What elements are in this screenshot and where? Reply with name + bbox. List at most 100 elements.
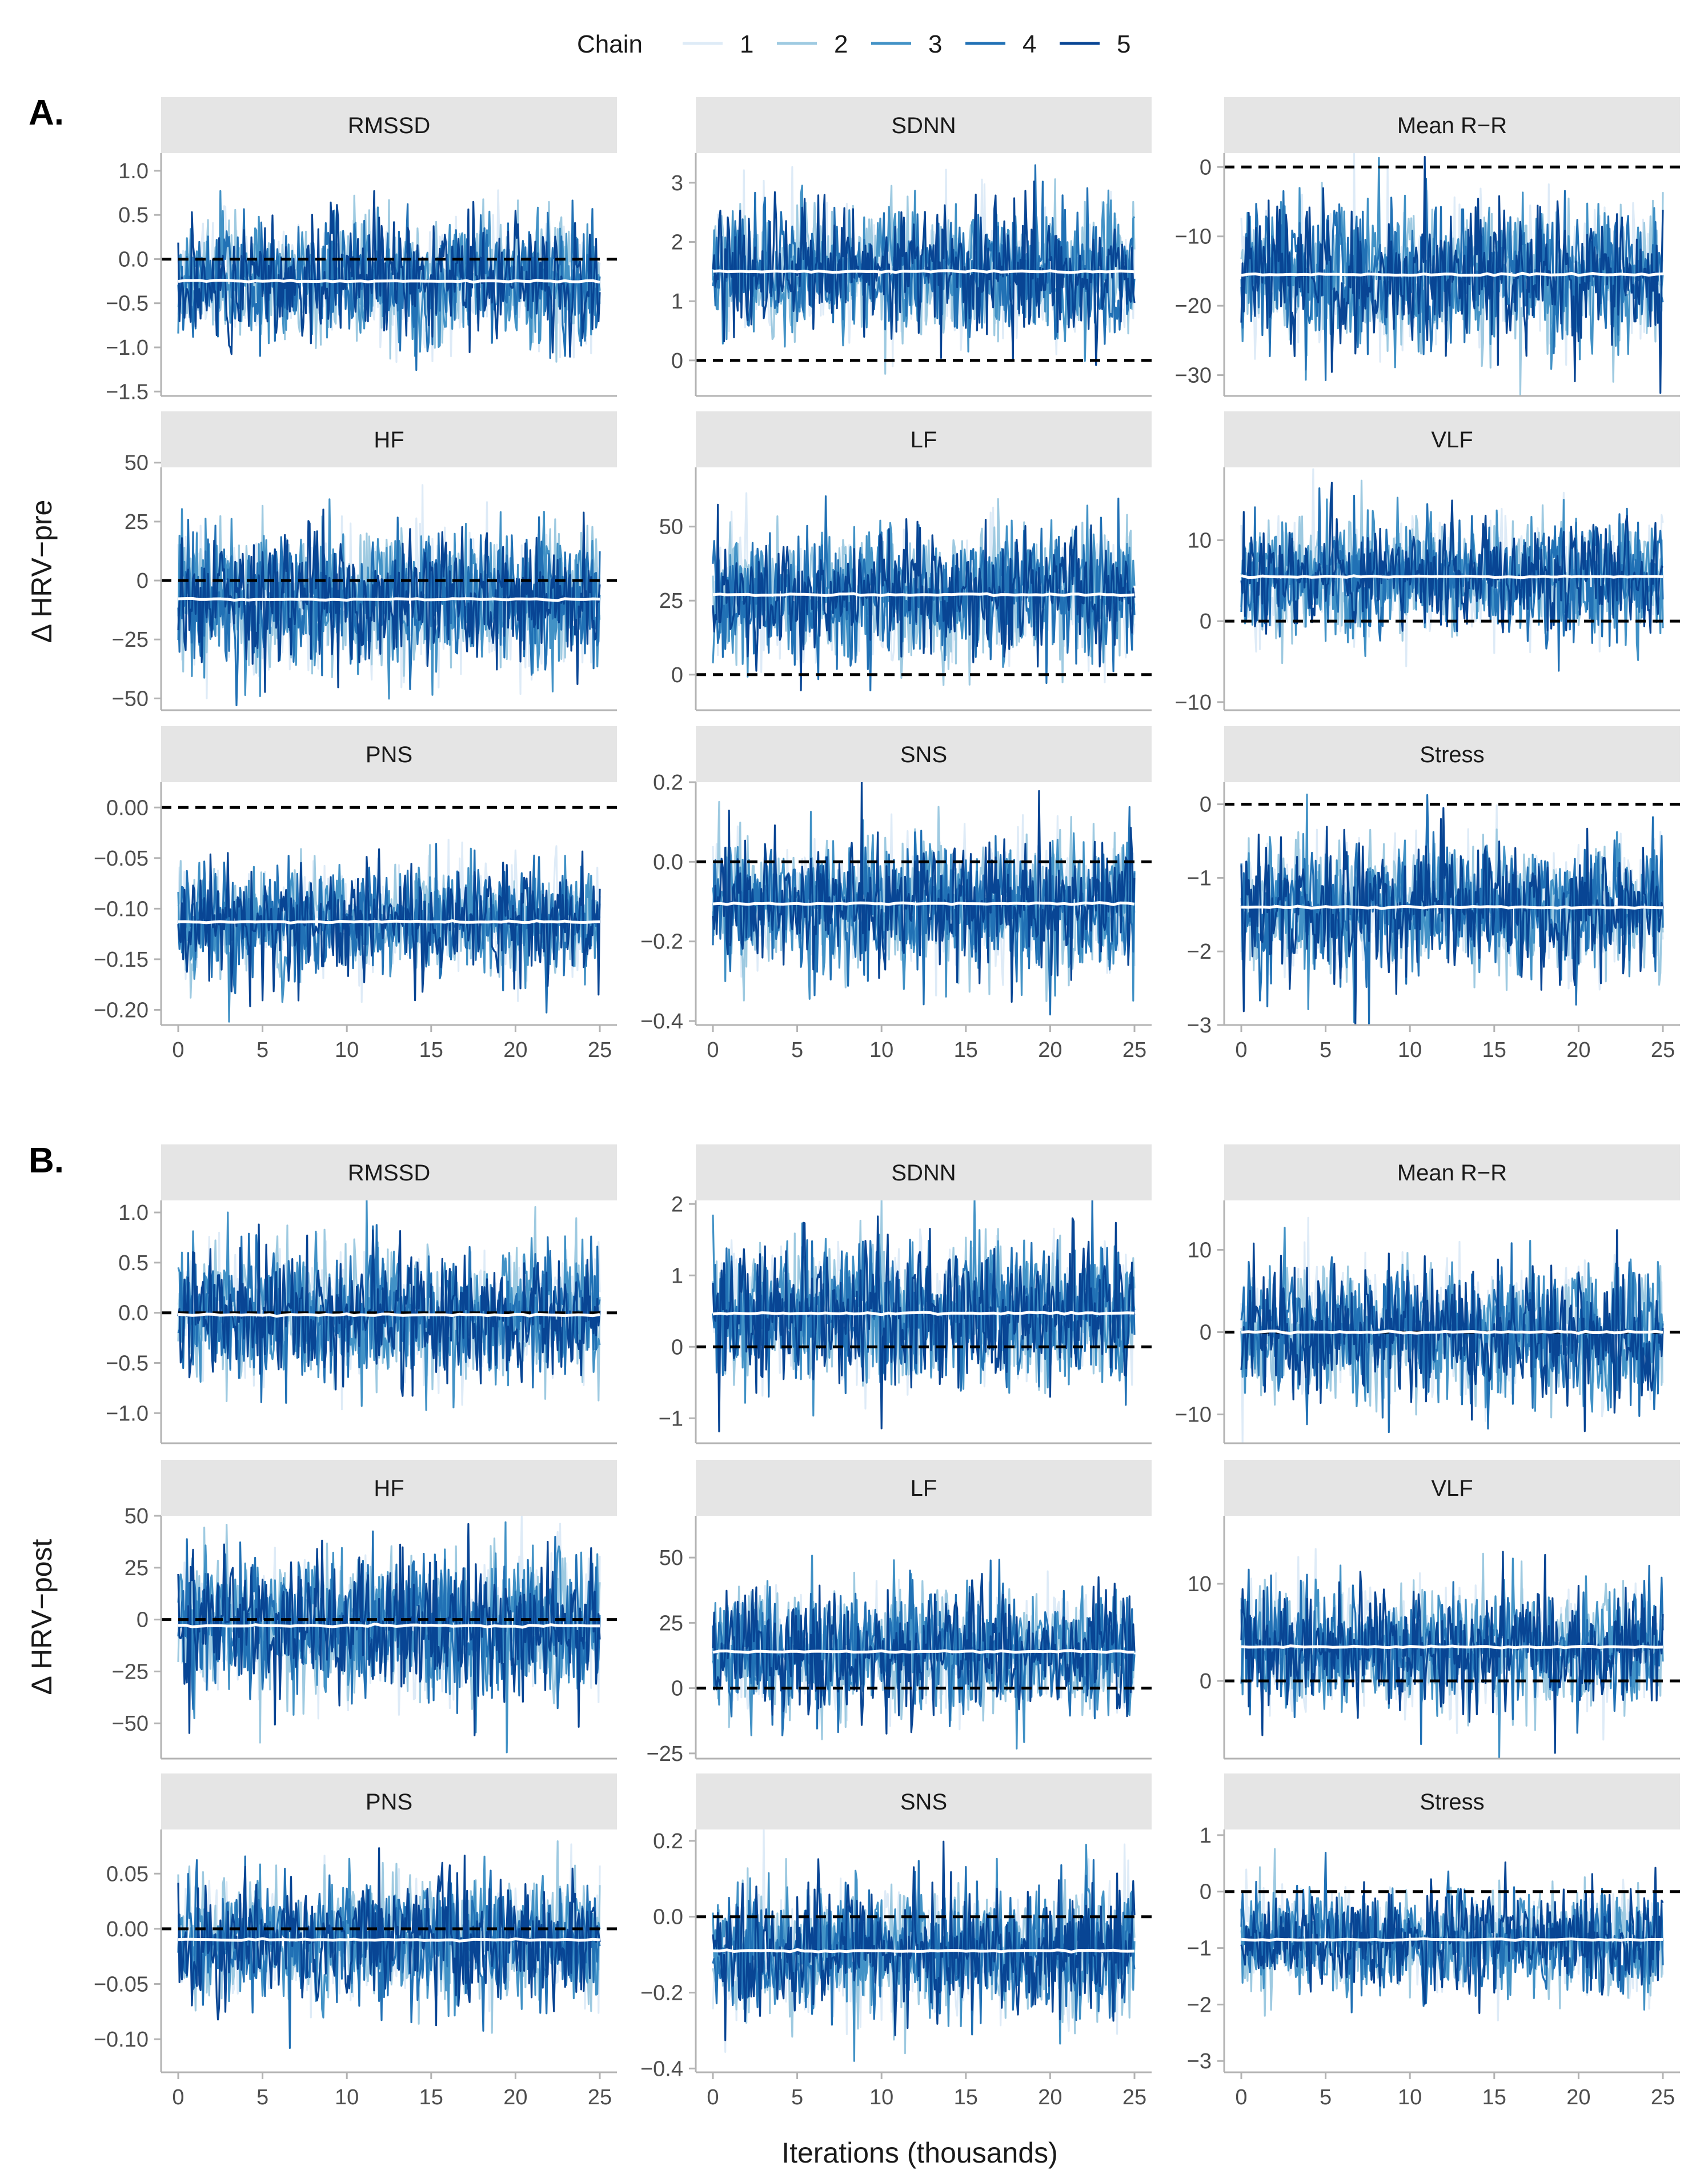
- panel-a-mean-r-r-strip-title: Mean R−R: [1397, 113, 1507, 138]
- panel-a-mean-r-r-y-tick-label: −20: [1175, 294, 1212, 318]
- panel-b-hf-strip: [161, 1460, 617, 1516]
- panel-a-vlf-strip-title: VLF: [1431, 427, 1473, 453]
- panel-b-vlf-y-tick-label: 0: [1200, 1669, 1212, 1693]
- panel-b-hf-facet: HF −50 −25 0 25 50: [112, 1460, 617, 1760]
- panel-a-vlf-strip: [1224, 411, 1680, 467]
- panel-a-hf-y-tick-label: −25: [112, 628, 149, 652]
- panel-b-sdnn-y-tick-label: 2: [671, 1192, 683, 1216]
- panel-b-mean-r-r-y-tick-label: 10: [1188, 1238, 1212, 1262]
- panel-b-lf-strip-title: LF: [911, 1476, 937, 1501]
- legend-label-chain-2: 2: [834, 30, 848, 58]
- panel-b-pns-y-tick-label: 0.00: [106, 1917, 149, 1941]
- panel-b-mean-r-r-strip: [1224, 1144, 1680, 1200]
- panel-b-pns-y-tick-label: −0.10: [94, 2028, 149, 2052]
- panel-a-sns-x-tick-label: 5: [791, 1038, 803, 1062]
- panel-a-stress-traces: [1240, 794, 1664, 1025]
- panel-b-stress-trace-chain-5: [1240, 1861, 1664, 2014]
- panel-a-mean-r-r-facet: Mean R−R −30 −20 −10 0: [1175, 97, 1680, 397]
- panel-b-stress-strip: [1224, 1773, 1680, 1829]
- panel-b-rmssd-strip: [161, 1144, 617, 1200]
- panel-a-pns-x-tick-label: 5: [256, 1038, 268, 1062]
- legend-item-chain-1: 1: [683, 30, 753, 58]
- panel-a-lf-strip-title: LF: [911, 427, 937, 453]
- panel-a-pns-strip: [161, 726, 617, 782]
- panel-b-mean-r-r-mean-line: [1241, 1330, 1663, 1335]
- panel-a-rmssd-facet: RMSSD −1.5 −1.0 −0.5 0.0 0.5 1.0: [106, 97, 617, 404]
- panel-b-pns-trace-chain-5: [177, 1847, 601, 2027]
- panel-b-stress-x-tick-label: 20: [1566, 2085, 1590, 2109]
- panel-b-rmssd-y-tick-label: 0.0: [118, 1302, 149, 1326]
- panel-b-sdnn-y-tick-label: 1: [671, 1264, 683, 1288]
- panel-b-pns-x-tick-label: 0: [172, 2085, 184, 2109]
- panel-a-vlf-y-tick-label: 0: [1200, 610, 1212, 634]
- panel-b-sns-traces: [712, 1829, 1136, 2062]
- panel-b-pns-y-tick-label: 0.05: [106, 1862, 149, 1886]
- panel-b-stress-y-tick-label: 0: [1200, 1880, 1212, 1904]
- panel-a-mean-r-r-traces: [1240, 153, 1664, 396]
- panel-b-label: B.: [29, 1141, 64, 1180]
- panel-a-stress-x-tick-label: 10: [1398, 1038, 1422, 1062]
- panel-a-pns-y-tick-label: −0.15: [94, 948, 149, 972]
- panel-b-stress-y-tick-label: −2: [1187, 1993, 1212, 2017]
- panel-a-stress-x-tick-label: 25: [1651, 1038, 1675, 1062]
- panel-b-mean-r-r-trace-chain-5: [1240, 1229, 1664, 1432]
- panel-a-mean-r-r-strip: [1224, 97, 1680, 153]
- panel-a-sns-x-tick-label: 20: [1038, 1038, 1062, 1062]
- panel-b-vlf-strip-title: VLF: [1431, 1476, 1473, 1501]
- panel-a-sns-trace-chain-5: [712, 782, 1136, 1003]
- panel-a-mean-r-r-y-tick-label: 0: [1200, 155, 1212, 179]
- panel-b-rmssd-traces: [177, 1200, 601, 1411]
- panel-a-hf-strip: [161, 411, 617, 467]
- panel-b-lf-y-tick-label: 0: [671, 1677, 683, 1701]
- panel-a-stress-trace-chain-5: [1240, 807, 1664, 1025]
- panel-a-vlf-facet: VLF −10 0 10: [1175, 411, 1680, 715]
- panel-b-stress-x-tick-label: 25: [1651, 2085, 1675, 2109]
- panel-b-hf-trace-chain-5: [177, 1523, 601, 1736]
- panel-a-sdnn-strip-title: SDNN: [891, 113, 956, 138]
- panel-b-pns-facet: PNS −0.10 −0.05 0.00 0.05 0 5 10 15 20 25: [94, 1773, 617, 2109]
- panel-b-stress-x-tick-label: 5: [1320, 2085, 1332, 2109]
- panel-a-stress-y-tick-label: −1: [1187, 866, 1212, 890]
- panel-a-sns-mean-line: [712, 901, 1135, 906]
- panel-b-sns-x-tick-label: 10: [869, 2085, 893, 2109]
- panel-b-rmssd-y-tick-label: −0.5: [106, 1352, 149, 1376]
- panel-a-hf-y-tick-label: 0: [137, 569, 149, 593]
- panel-b-stress-y-tick-label: 1: [1200, 1824, 1212, 1848]
- panel-b-sns-x-tick-label: 0: [707, 2085, 719, 2109]
- panel-a-sns-x-tick-label: 10: [869, 1038, 893, 1062]
- panel-a-pns-x-tick-label: 20: [503, 1038, 527, 1062]
- panel-b-vlf-strip: [1224, 1460, 1680, 1516]
- panel-a-lf-strip: [696, 411, 1152, 467]
- panel-a-rmssd-y-tick-label: 0.5: [118, 203, 149, 227]
- panel-b-sns-strip-title: SNS: [900, 1789, 947, 1815]
- panel-b-lf-y-tick-label: 50: [659, 1546, 683, 1570]
- panel-a-pns-mean-line: [178, 919, 600, 924]
- panel-b-lf-trace-chain-5: [712, 1573, 1136, 1735]
- panel-b-rmssd-y-tick-label: 0.5: [118, 1251, 149, 1275]
- panel-a-vlf-y-tick-label: −10: [1175, 691, 1212, 715]
- y-axis-title-post: Δ HRV−post: [26, 1539, 58, 1695]
- panel-b-sns-x-tick-label: 5: [791, 2085, 803, 2109]
- panel-a-stress-y-tick-label: −2: [1187, 940, 1212, 964]
- panel-a-sns-y-tick-label: −0.4: [640, 1010, 683, 1034]
- panel-a-lf-mean-line: [712, 592, 1135, 597]
- panel-a-label: A.: [29, 93, 64, 133]
- panel-b-pns-x-tick-label: 15: [419, 2085, 443, 2109]
- legend-item-chain-5: 5: [1060, 30, 1130, 58]
- panel-b-stress-y-tick-label: −3: [1187, 2049, 1212, 2073]
- panel-b-stress-x-tick-label: 10: [1398, 2085, 1422, 2109]
- panel-b-lf-traces: [712, 1555, 1136, 1750]
- panel-a-stress-mean-line: [1241, 904, 1663, 910]
- panel-b-rmssd-strip-title: RMSSD: [348, 1160, 430, 1186]
- panel-b-pns-y-tick-label: −0.05: [94, 1972, 149, 1996]
- panel-b-sns-x-tick-label: 25: [1122, 2085, 1146, 2109]
- panel-b-sdnn-y-tick-label: 0: [671, 1335, 683, 1359]
- panel-a-vlf-mean-line: [1241, 574, 1663, 579]
- legend-label-chain-5: 5: [1117, 30, 1130, 58]
- panel-a-pns-y-tick-label: −0.20: [94, 998, 149, 1022]
- panel-b-stress-traces: [1240, 1848, 1664, 2021]
- panel-b-vlf-y-tick-label: 10: [1188, 1572, 1212, 1596]
- panel-b-stress-strip-title: Stress: [1420, 1789, 1484, 1815]
- panel-b-sns-x-tick-label: 20: [1038, 2085, 1062, 2109]
